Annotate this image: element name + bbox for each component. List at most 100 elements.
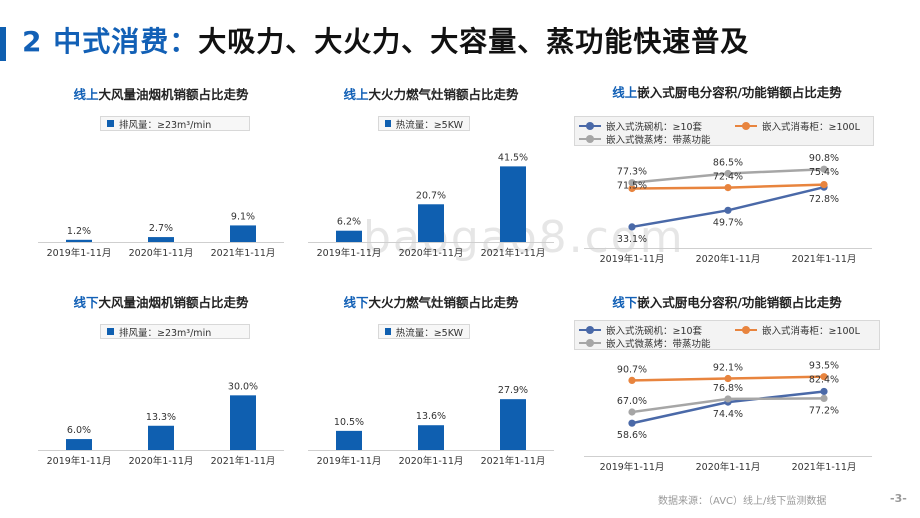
chart-title: 线上嵌入式厨电分容积/功能销额占比走势 — [612, 85, 842, 100]
chart-legend: 嵌入式洗碗机：≥10套 嵌入式消毒柜：≥100L 嵌入式微蒸烤：带蒸功能 — [574, 320, 880, 350]
data-label: 82.4% — [809, 375, 839, 386]
data-label: 13.3% — [146, 412, 176, 423]
bar — [336, 430, 362, 450]
bar-chart-online-stove: 6.2% 2019年1-11月 20.7% 2020年1-11月 41.5% 2021年1… — [308, 152, 554, 259]
x-tick-label: 2020年1-11月 — [399, 247, 464, 259]
data-label: 75.4% — [809, 167, 839, 178]
data-label: 74.4% — [713, 409, 743, 420]
line-chart-online-embedded: 77.3% 71.5% 33.1% 2019年1-11月 86.5% 72.4% 49.7%… — [584, 153, 872, 265]
x-tick-label: 2020年1-11月 — [696, 253, 761, 265]
data-label: 27.9% — [498, 385, 528, 396]
data-label: 1.2% — [67, 226, 91, 237]
bar — [418, 204, 444, 242]
x-tick-label: 2019年1-11月 — [47, 247, 112, 259]
bar — [66, 239, 92, 242]
data-label: 92.1% — [713, 363, 743, 374]
panel-online-embedded: 线上嵌入式厨电分容积/功能销额占比走势 嵌入式洗碗机：≥10套 嵌入式消毒柜：≥… — [572, 82, 882, 267]
page-number: -3- — [890, 492, 907, 505]
data-label: 71.5% — [617, 181, 647, 192]
legend-marker — [579, 122, 601, 130]
series-point — [820, 394, 828, 402]
legend-marker — [579, 135, 601, 143]
x-tick-label: 2019年1-11月 — [600, 461, 665, 473]
legend-marker — [579, 326, 601, 334]
bar-chart-offline-stove: 10.5% 2019年1-11月 13.6% 2020年1-11月 27.9% 2021年… — [308, 385, 554, 467]
data-label: 41.5% — [498, 152, 528, 163]
series-point — [724, 169, 732, 178]
data-label: 30.0% — [228, 381, 258, 392]
legend-swatch — [385, 328, 391, 335]
title-bar: 2 中式消费：大吸力、大火力、大容量、蒸功能快速普及 — [0, 0, 920, 82]
panel-offline-embedded: 线下嵌入式厨电分容积/功能销额占比走势 嵌入式洗碗机：≥10套 嵌入式消毒柜：≥… — [572, 290, 882, 475]
section-number: 2 — [22, 25, 43, 58]
data-label: 9.1% — [231, 211, 255, 222]
bar-chart-offline-hood: 6.0% 2019年1-11月 13.3% 2020年1-11月 30.0% 2021年1… — [38, 381, 284, 467]
data-label: 72.8% — [809, 194, 839, 205]
legend-item: 嵌入式消毒柜：≥100L — [735, 323, 860, 337]
chart-legend: 热流量：≥5KW — [378, 324, 470, 339]
series-point — [820, 387, 828, 396]
x-tick-label: 2019年1-11月 — [47, 455, 112, 467]
series-point — [724, 374, 732, 383]
data-label: 6.0% — [67, 425, 91, 436]
chart-title: 线上大火力燃气灶销额占比走势 — [343, 87, 519, 102]
bar — [148, 237, 174, 242]
x-tick-label: 2020年1-11月 — [696, 461, 761, 473]
x-tick-label: 2019年1-11月 — [600, 253, 665, 265]
data-label: 86.5% — [713, 158, 743, 169]
x-tick-label: 2020年1-11月 — [129, 455, 194, 467]
data-label: 10.5% — [334, 417, 364, 428]
series-point — [628, 419, 636, 427]
data-label: 20.7% — [416, 190, 446, 201]
bar — [500, 399, 526, 450]
legend-item: 嵌入式洗碗机：≥10套 — [579, 119, 702, 133]
data-label: 77.2% — [809, 405, 839, 416]
bar-chart-online-hood: 1.2% 2019年1-11月 2.7% 2020年1-11月 9.1% 2021年1-1… — [38, 211, 284, 259]
bar — [336, 230, 362, 242]
panel-offline-stove: 线下大火力燃气灶销额占比走势 热流量：≥5KW 10.5% 2019年1-11月 1… — [300, 290, 562, 475]
data-label: 33.1% — [617, 234, 647, 245]
data-label: 13.6% — [416, 411, 446, 422]
bar — [230, 225, 256, 242]
x-tick-label: 2021年1-11月 — [481, 247, 546, 259]
data-label: 67.0% — [617, 396, 647, 407]
legend-swatch — [107, 120, 114, 127]
title-prefix: 中式消费： — [53, 25, 199, 58]
series-point — [628, 179, 636, 187]
series-point — [628, 376, 636, 384]
series-point — [820, 373, 828, 381]
legend-marker — [735, 122, 757, 130]
data-label: 58.6% — [617, 430, 647, 441]
line-chart-offline-embedded: 90.7% 67.0% 58.6% 2019年1-11月 92.1% 76.8% 74.4%… — [584, 361, 872, 473]
series-point — [724, 206, 732, 214]
chart-legend: 排风量：≥23m³/min — [100, 116, 250, 131]
legend-item: 嵌入式微蒸烤：带蒸功能 — [579, 336, 711, 350]
bar — [418, 425, 444, 450]
x-tick-label: 2019年1-11月 — [317, 247, 382, 259]
data-label: 49.7% — [713, 217, 743, 228]
data-label: 2.7% — [149, 223, 173, 234]
x-tick-label: 2021年1-11月 — [211, 247, 276, 259]
chart-legend: 排风量：≥23m³/min — [100, 324, 250, 339]
legend-swatch — [385, 120, 391, 127]
data-label: 90.8% — [809, 153, 839, 164]
bar — [230, 395, 256, 450]
legend-item: 嵌入式微蒸烤：带蒸功能 — [579, 132, 711, 146]
x-tick-label: 2020年1-11月 — [399, 455, 464, 467]
data-label: 93.5% — [809, 361, 839, 372]
title-accent-bar — [0, 27, 6, 61]
panel-online-stove: 线上大火力燃气灶销额占比走势 热流量：≥5KW 6.2% 2019年1-11月 20… — [300, 82, 562, 267]
series-point — [724, 184, 732, 192]
data-label: 72.4% — [713, 172, 743, 183]
panel-offline-hood: 线下大风量油烟机销额占比走势 排风量：≥23m³/min 6.0% 2019年1-… — [30, 290, 292, 475]
series-point — [724, 395, 732, 403]
data-label: 77.3% — [617, 167, 647, 178]
legend-marker — [735, 326, 757, 334]
x-tick-label: 2021年1-11月 — [481, 455, 546, 467]
x-tick-label: 2021年1-11月 — [792, 253, 857, 265]
x-tick-label: 2019年1-11月 — [317, 455, 382, 467]
series-point — [628, 184, 636, 193]
legend-swatch — [107, 328, 114, 335]
panel-online-hood: 线上大风量油烟机销额占比走势 排风量：≥23m³/min 1.2% 2019年1-… — [30, 82, 292, 267]
page-title: 2 中式消费：大吸力、大火力、大容量、蒸功能快速普及 — [22, 20, 749, 60]
